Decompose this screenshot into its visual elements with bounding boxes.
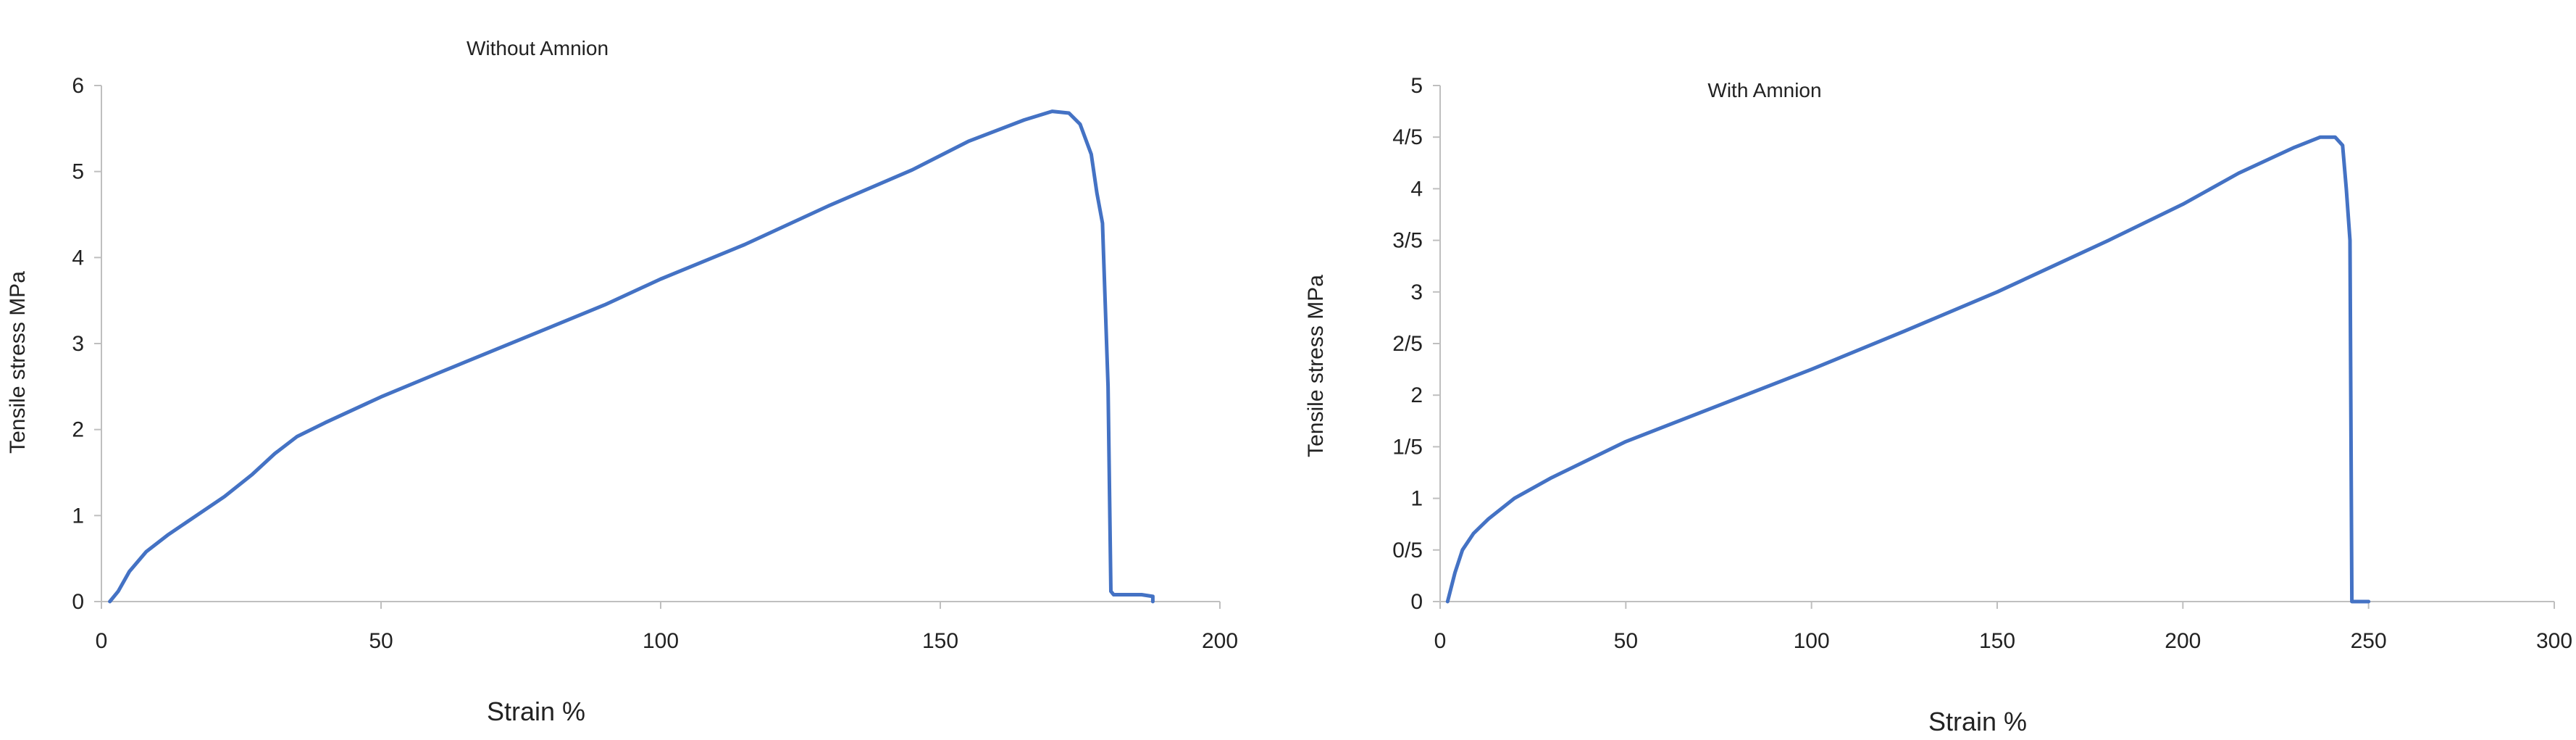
y-tick-label: 1/5 (1392, 435, 1423, 459)
x-tick-label: 100 (1794, 629, 1830, 653)
x-tick-label: 150 (1979, 629, 2015, 653)
y-tick-label: 2/5 (1392, 332, 1423, 356)
x-tick-label: 50 (369, 629, 393, 653)
y-tick-label: 5 (72, 160, 84, 184)
y-axis-title: Tensile stress MPa (1304, 275, 1328, 457)
series-line-0 (1445, 135, 2371, 604)
chart-title: With Amnion (1707, 79, 1821, 101)
x-tick-label: 0 (1434, 629, 1447, 653)
y-tick-label: 4/5 (1392, 125, 1423, 149)
y-tick-label: 0 (1410, 590, 1423, 614)
x-tick-label: 200 (1202, 629, 1238, 653)
x-tick-label: 300 (2536, 629, 2572, 653)
series-line-0 (108, 109, 1155, 604)
x-axis-title: Strain % (487, 697, 585, 726)
y-tick-label: 2 (72, 418, 84, 442)
chart-with-amnion: With Amnion 0 0/5 1 1/5 2 2/5 3 3/5 4 4/5 5 0 50 100 15… (1275, 0, 2576, 740)
y-tick-label: 6 (72, 74, 84, 98)
y-tick-label: 3 (72, 332, 84, 356)
chart-without-amnion: Without Amnion 0 1 2 3 4 5 6 0 50 100 150 200 Strain … (0, 0, 1275, 740)
x-tick-label: 50 (1614, 629, 1638, 653)
y-tick-label: 3 (1410, 280, 1423, 304)
x-tick-label: 200 (2165, 629, 2201, 653)
x-tick-label: 0 (96, 629, 108, 653)
x-tick-label: 250 (2351, 629, 2387, 653)
x-tick-label: 150 (922, 629, 958, 653)
y-tick-label: 3/5 (1392, 229, 1423, 253)
y-tick-label: 1 (72, 504, 84, 528)
chart-without-amnion-svg: Without Amnion 0 1 2 3 4 5 6 0 50 100 150 200 Strain … (6, 37, 1238, 726)
x-axis-title: Strain % (1928, 707, 2027, 736)
x-tick-label: 100 (643, 629, 679, 653)
y-tick-label: 2 (1410, 383, 1423, 407)
chart-title: Without Amnion (467, 37, 609, 59)
y-axis-title: Tensile stress MPa (6, 271, 30, 454)
y-tick-label: 0 (72, 590, 84, 614)
y-tick-label: 4 (1410, 177, 1423, 201)
y-tick-label: 0/5 (1392, 539, 1423, 562)
y-tick-label: 5 (1410, 74, 1423, 98)
y-tick-label: 1 (1410, 487, 1423, 511)
y-tick-label: 4 (72, 246, 84, 270)
